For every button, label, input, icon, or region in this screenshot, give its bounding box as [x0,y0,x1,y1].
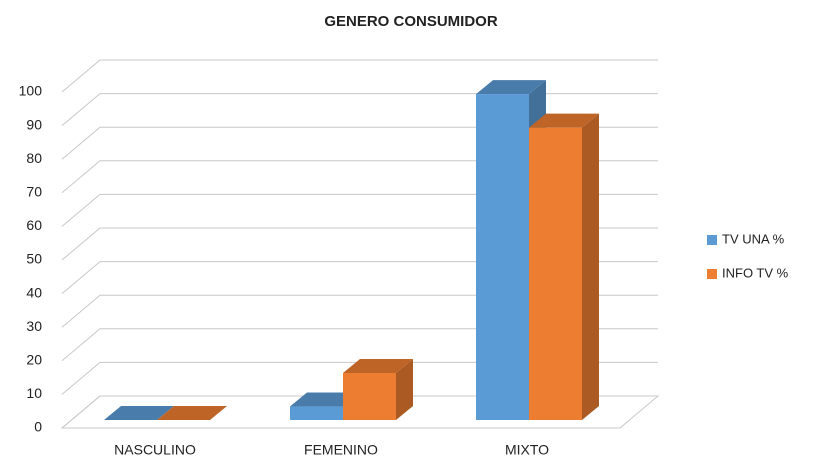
bar [157,406,227,420]
legend-label: TV UNA % [722,231,785,246]
x-tick-label: NASCULINO [114,442,196,458]
bar-front [529,127,582,421]
chart-title: GENERO CONSUMIDOR [324,13,498,30]
grid-line [61,395,658,429]
y-tick-label: 100 [19,83,43,99]
bar [343,358,413,420]
y-tick-label: 90 [26,116,42,132]
y-tick-label: 30 [26,318,42,334]
x-tick-label: MIXTO [505,442,549,458]
bar-top [476,80,546,95]
grid-line [61,227,658,261]
bar-top [104,406,174,420]
y-tick-label: 20 [26,352,42,368]
grid-line [61,193,658,227]
bar-side [396,358,413,420]
grid-line [61,160,658,194]
y-tick-label: 70 [26,184,42,200]
grid-line [61,261,658,294]
y-tick-label: 40 [26,284,42,300]
grid-line [61,328,658,362]
grid-line [61,126,658,160]
bar-front [290,406,343,420]
legend-swatch [707,235,717,245]
legend-swatch [707,269,717,279]
bar-top [157,406,227,420]
y-tick-label: 50 [26,251,42,267]
y-tick-label: 60 [26,217,42,233]
bar-top [290,392,360,407]
grid-line [61,93,658,126]
bar-front [343,372,396,420]
grid-line [61,361,658,395]
legend-label: INFO TV % [722,265,789,280]
y-tick-label: 10 [26,385,42,401]
bar-side [582,113,599,421]
x-tick-label: FEMENINO [304,442,378,458]
y-tick-label: 80 [26,150,42,166]
y-tick-label: 0 [34,419,42,435]
bar-front [476,94,529,420]
grid-line [61,294,658,328]
bar-top [343,358,413,373]
bar-top [529,113,599,128]
grid-line [61,59,658,93]
bar [529,113,599,421]
bar [104,406,174,420]
